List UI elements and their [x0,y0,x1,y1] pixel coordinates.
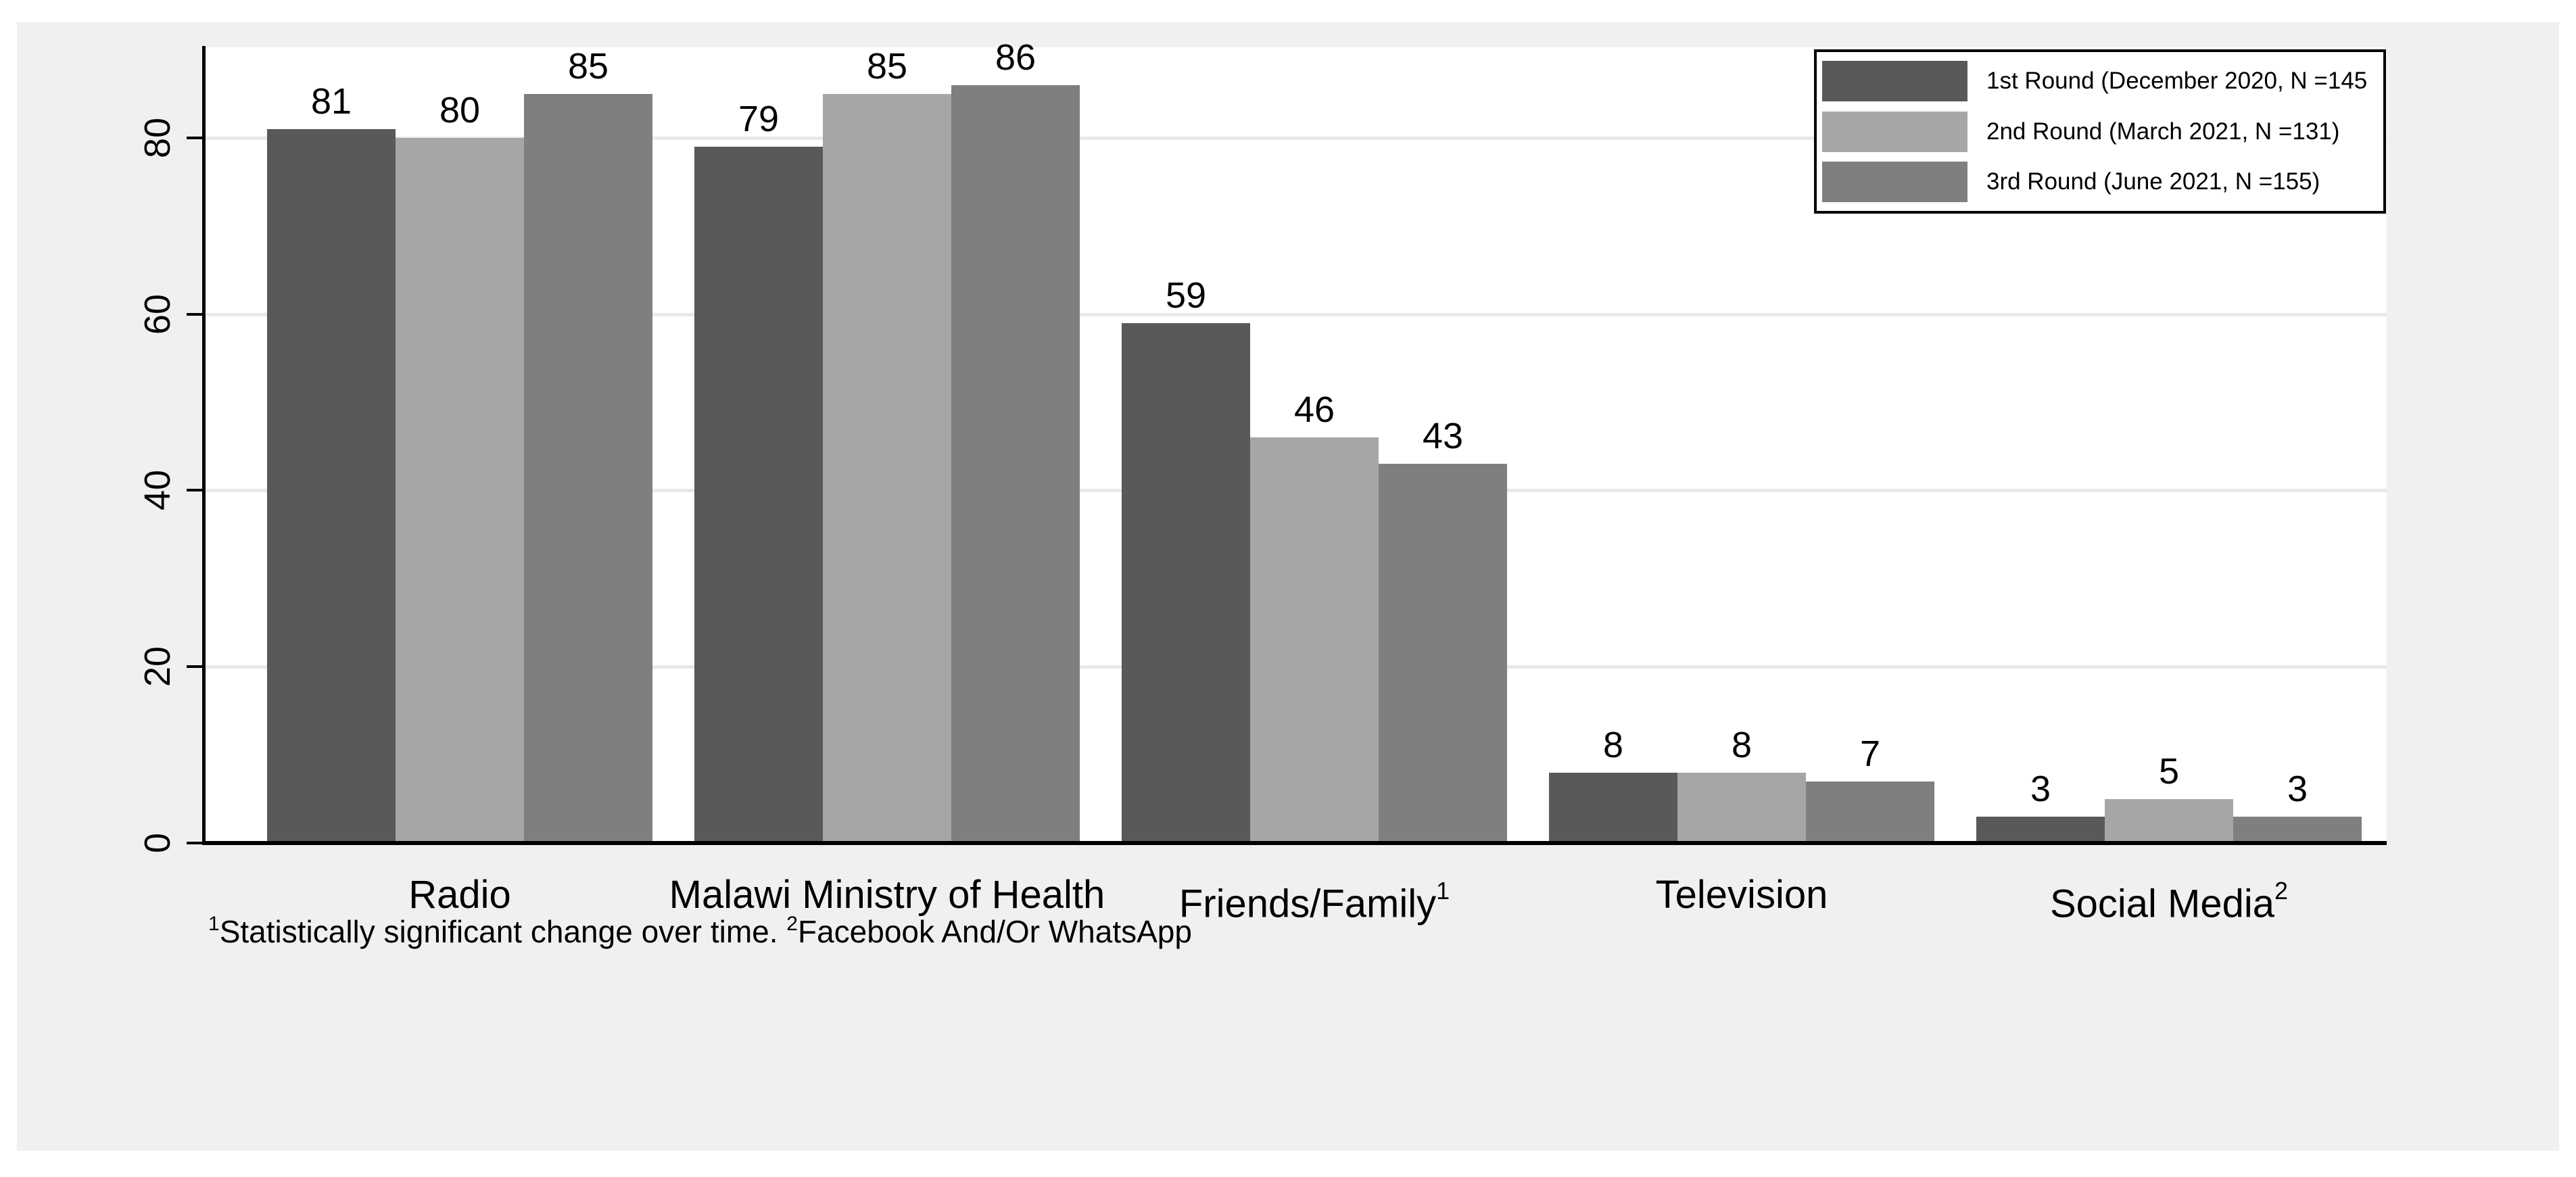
category-label-radio: Radio [122,873,798,917]
bar-value-label: 8 [1731,725,1752,765]
legend-label-1: 1st Round (December 2020, N =145 [1986,68,2368,95]
bar-radio-series-2 [396,138,524,843]
legend-row-2: 2nd Round (March 2021, N =131) [1822,111,2383,153]
bar-social-media-series-3 [2233,817,2362,843]
y-axis-line [202,46,206,845]
legend-swatch-2 [1822,111,1967,152]
y-tick-label-60: 60 [137,293,178,335]
y-tick-mark-40 [187,489,205,491]
bar-radio-series-1 [267,129,396,843]
bar-social-media-series-2 [2105,799,2233,843]
y-tick-mark-80 [187,137,205,139]
bar-value-label: 85 [567,46,609,87]
bar-television-series-3 [1806,782,1934,843]
bar-value-label: 80 [439,90,481,130]
legend-row-3: 3rd Round (June 2021, N =155) [1822,161,2383,203]
legend-swatch-3 [1822,161,1967,202]
bar-social-media-series-1 [1976,817,2105,843]
bar-value-label: 43 [1422,416,1464,456]
category-label-malawi-ministry-of-health: Malawi Ministry of Health [549,873,1225,917]
bar-value-label: 81 [310,81,352,122]
category-label-text: Friends/Family [1178,882,1437,926]
bar-friends-family-series-2 [1250,437,1379,843]
bar-value-label: 3 [2287,769,2308,809]
bar-value-label: 8 [1602,725,1624,765]
legend-swatch-1 [1822,61,1967,102]
bar-value-label: 46 [1293,389,1335,430]
y-tick-label-20: 20 [137,646,178,688]
category-label-text: Radio [408,873,511,917]
category-label-superscript: 1 [1436,877,1450,905]
bar-friends-family-series-1 [1122,323,1250,843]
x-axis-line [202,841,2387,845]
category-label-text: Malawi Ministry of Health [669,873,1105,917]
y-tick-mark-60 [187,313,205,316]
y-tick-label-80: 80 [137,117,178,159]
legend-label-2: 2nd Round (March 2021, N =131) [1986,118,2340,145]
bar-value-label: 86 [995,37,1036,78]
bar-malawi-ministry-of-health-series-2 [823,94,951,843]
gridline-y80 [205,137,2387,140]
footnote: 1Statistically significant change over t… [208,913,1192,954]
category-label-text: Social Media [2049,882,2275,926]
y-tick-label-40: 40 [137,469,178,511]
bar-malawi-ministry-of-health-series-3 [951,85,1080,843]
bar-friends-family-series-3 [1379,464,1507,843]
category-label-television: Television [1404,873,2080,917]
legend-label-3: 3rd Round (June 2021, N =155) [1986,168,2320,195]
bar-value-label: 5 [2158,751,2180,792]
category-label-friends-family: Friends/Family1 [976,873,1652,926]
footnote-sup-2: 2 [786,913,798,935]
category-label-text: Television [1655,873,1828,917]
bar-value-label: 79 [738,99,780,139]
bar-value-label: 85 [866,46,908,87]
footnote-sup-1: 1 [208,913,220,935]
footnote-text-1: Statistically significant change over ti… [219,914,787,949]
bar-value-label: 3 [2030,769,2051,809]
bar-television-series-2 [1677,773,1806,843]
bar-value-label: 7 [1859,734,1881,774]
y-tick-mark-20 [187,665,205,668]
legend: 1st Round (December 2020, N =145 2nd Roun… [1814,49,2386,214]
footnote-text-2: Facebook And/Or WhatsApp [797,914,1192,949]
bar-malawi-ministry-of-health-series-1 [694,147,823,843]
y-tick-mark-0 [187,842,205,844]
category-label-superscript: 2 [2274,877,2289,905]
bar-television-series-1 [1549,773,1677,843]
gridline-y60 [205,313,2387,316]
category-label-social-media: Social Media2 [1831,873,2507,926]
bar-value-label: 59 [1165,275,1207,316]
legend-row-1: 1st Round (December 2020, N =145 [1822,60,2383,102]
bar-radio-series-3 [524,94,652,843]
